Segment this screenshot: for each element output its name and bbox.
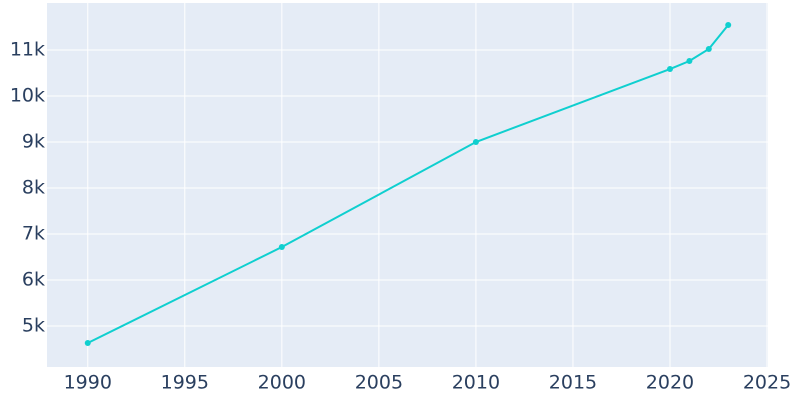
x-tick-label: 2020 <box>646 372 694 394</box>
point <box>472 139 479 146</box>
x-tick-label: 2015 <box>549 372 597 394</box>
point <box>686 58 693 65</box>
y-tick-label: 9k <box>22 131 45 153</box>
x-tick-label: 1990 <box>64 372 112 394</box>
point <box>84 340 91 347</box>
y-tick-label: 11k <box>10 39 45 61</box>
x-tick-label: 1995 <box>161 372 209 394</box>
y-tick-label: 7k <box>22 223 45 245</box>
point <box>666 66 673 73</box>
plot-area <box>47 3 768 367</box>
x-tick-label: 2000 <box>258 372 306 394</box>
x-tick-label: 2025 <box>743 372 791 394</box>
x-tick-label: 2010 <box>452 372 500 394</box>
point <box>705 46 712 53</box>
y-tick-label: 10k <box>10 85 45 107</box>
point <box>278 244 285 251</box>
y-tick-label: 5k <box>22 315 45 337</box>
x-tick-label: 2005 <box>355 372 403 394</box>
y-tick-label: 6k <box>22 269 45 291</box>
point <box>725 22 732 29</box>
y-tick-label: 8k <box>22 177 45 199</box>
